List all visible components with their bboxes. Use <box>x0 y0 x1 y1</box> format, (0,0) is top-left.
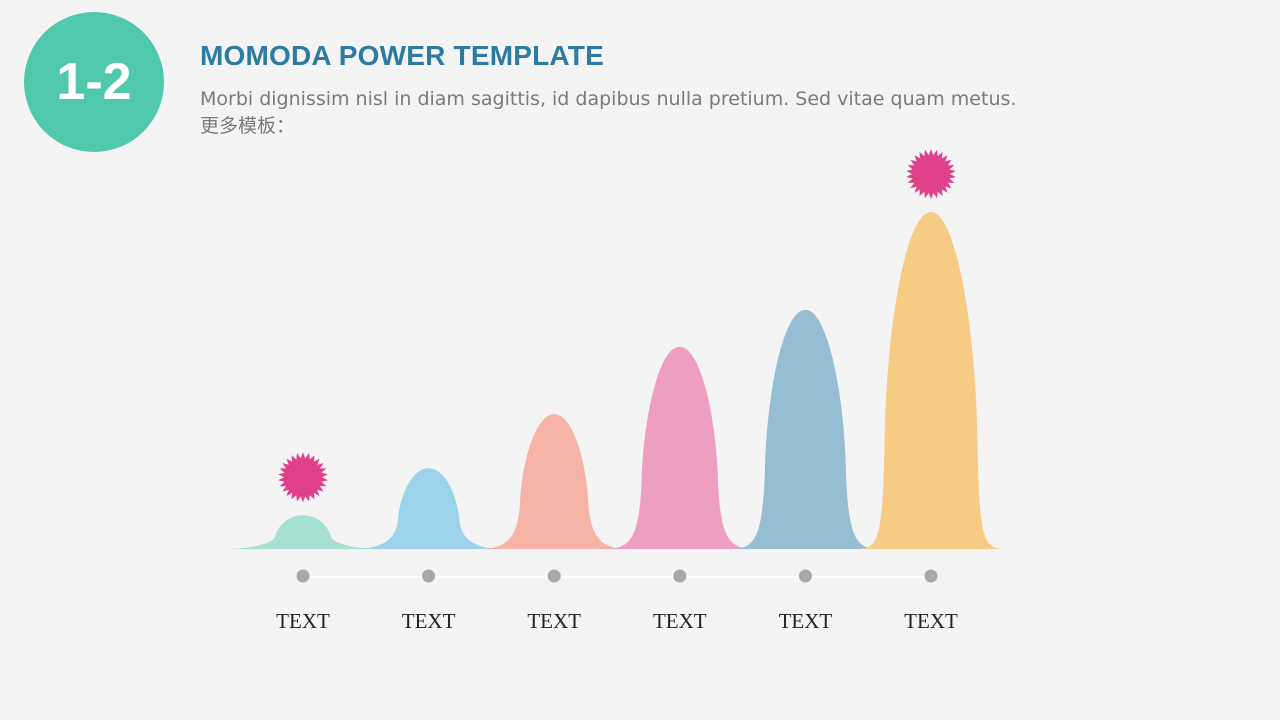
chart-peak-3 <box>478 414 631 549</box>
category-dot-2 <box>422 569 436 583</box>
category-label-5: TEXT <box>779 609 833 633</box>
chart-peak-5 <box>729 309 882 549</box>
category-label-2: TEXT <box>402 609 456 633</box>
starburst-marker-1 <box>278 452 328 503</box>
category-label-4: TEXT <box>653 609 707 633</box>
category-dot-6 <box>924 569 938 583</box>
chart-peak-1 <box>227 515 379 549</box>
category-dot-1 <box>296 569 310 583</box>
category-dot-3 <box>547 569 561 583</box>
category-dot-4 <box>673 569 687 583</box>
chart-peak-4 <box>603 346 756 549</box>
section-number: 1-2 <box>56 53 132 111</box>
category-label-3: TEXT <box>527 609 581 633</box>
subtitle-line-2: 更多模板： <box>200 115 296 137</box>
subtitle-line-1: Morbi dignissim nisl in diam sagittis, i… <box>200 88 1017 110</box>
category-label-1: TEXT <box>276 609 330 633</box>
chart-peak-6 <box>855 212 1007 549</box>
chart-peak-2 <box>352 468 505 549</box>
page-subtitle: Morbi dignissim nisl in diam sagittis, i… <box>200 86 1100 140</box>
section-number-badge: 1-2 <box>24 12 164 152</box>
starburst-marker-6 <box>906 149 956 199</box>
page-title: MOMODA POWER TEMPLATE <box>200 40 604 71</box>
category-label-6: TEXT <box>904 609 958 633</box>
category-dot-5 <box>798 569 812 583</box>
